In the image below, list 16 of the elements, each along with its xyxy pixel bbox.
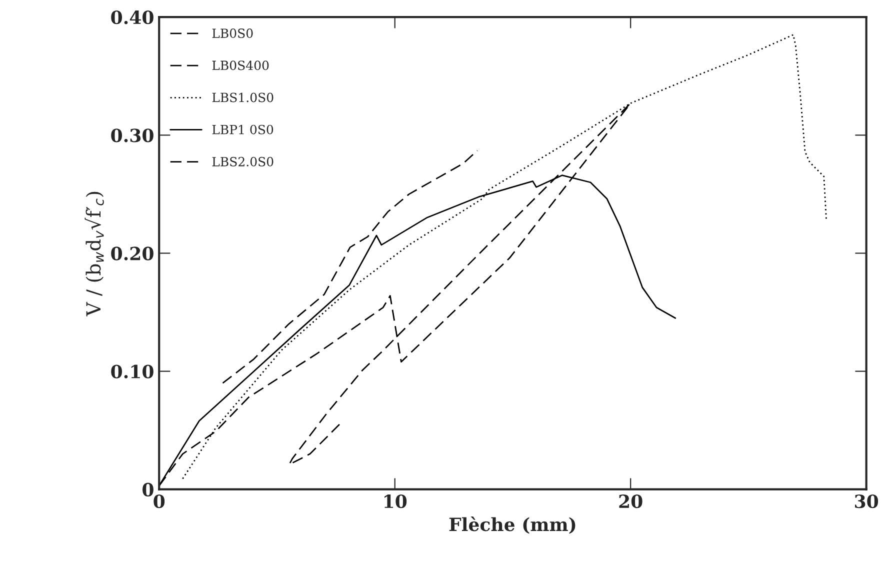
x-tick-label: 10 (384, 494, 407, 508)
x-tick-label: 0 (154, 494, 165, 508)
legend-label: LB0S0 (212, 28, 253, 38)
legend-label: LBS1.0S0 (212, 92, 274, 102)
legend-label: LB0S400 (212, 60, 269, 70)
x-tick-label: 20 (619, 494, 642, 508)
y-tick-label: 0.30 (111, 128, 154, 142)
y-tick-label: 0.40 (111, 10, 154, 24)
legend-label: LBP1 0S0 (212, 124, 274, 134)
x-axis-title: Flèche (mm) (449, 516, 576, 534)
legend-label: LBS2.0S0 (212, 156, 274, 166)
y-tick-label: 0.10 (111, 364, 154, 378)
x-tick-label: 30 (855, 494, 878, 508)
y-tick-label: 0 (142, 482, 154, 496)
y-axis-title: V / (b$_{w}$d$_{v}$√f′$_{c}$) (84, 192, 104, 316)
y-tick-label: 0.20 (111, 246, 154, 260)
